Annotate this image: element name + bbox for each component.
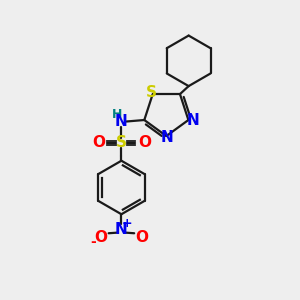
Text: N: N xyxy=(115,222,128,237)
Text: N: N xyxy=(115,114,128,129)
Text: N: N xyxy=(187,112,199,128)
Text: N: N xyxy=(160,130,173,145)
Text: +: + xyxy=(122,217,133,230)
Text: O: O xyxy=(136,230,149,244)
Text: O: O xyxy=(94,230,107,244)
Text: S: S xyxy=(116,135,127,150)
Text: H: H xyxy=(112,109,123,122)
Text: -: - xyxy=(90,235,96,249)
Text: S: S xyxy=(146,85,157,100)
Text: O: O xyxy=(92,135,105,150)
Text: O: O xyxy=(138,135,151,150)
